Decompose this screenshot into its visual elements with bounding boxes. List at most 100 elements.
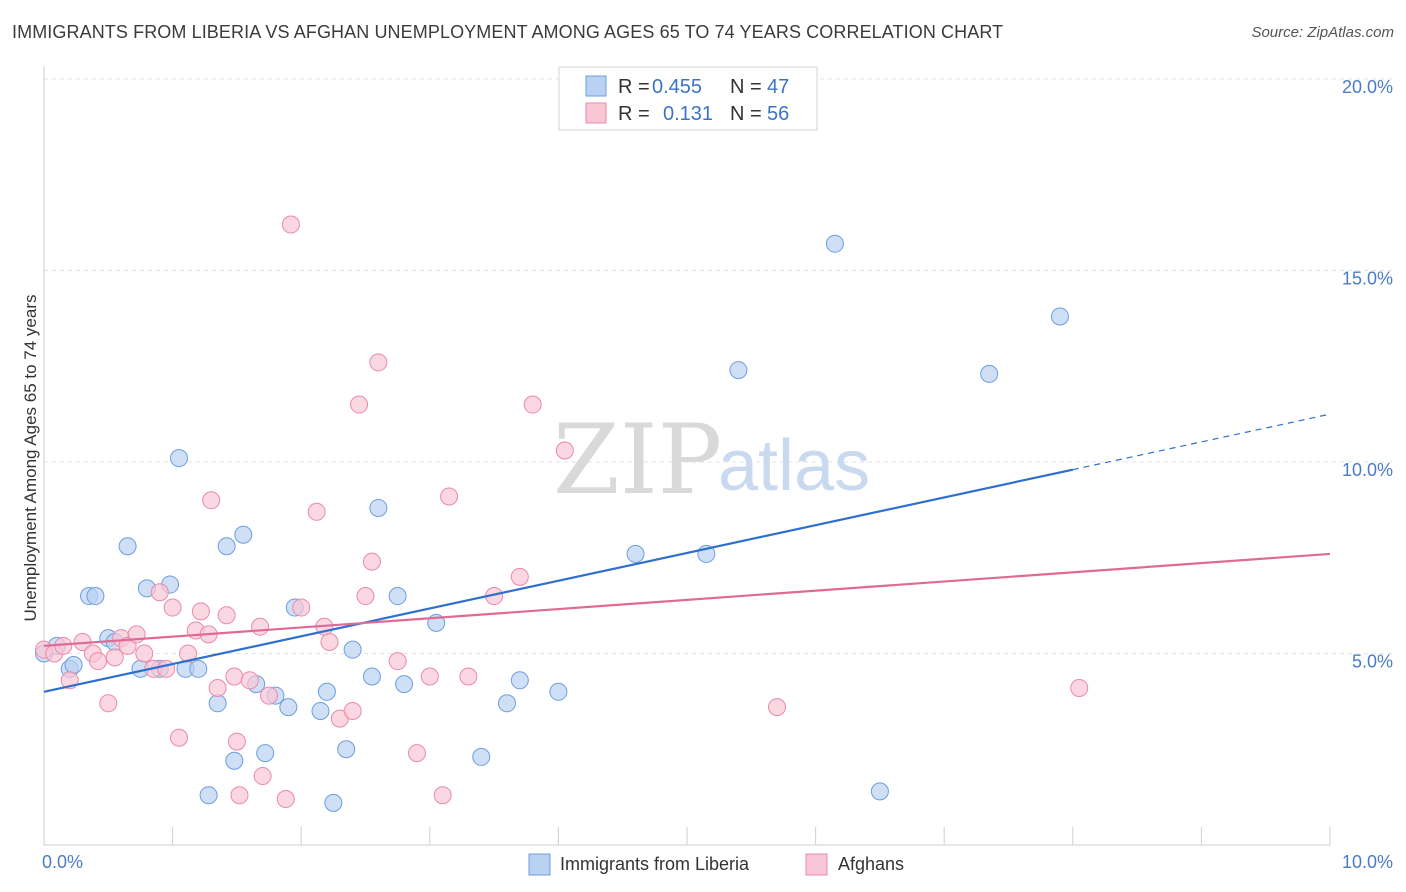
point-afghan-12 [135, 644, 154, 663]
point-afghan-47 [433, 786, 452, 805]
point-afghan-14 [150, 583, 169, 602]
point-afghan-40 [350, 395, 369, 414]
y-axis-label: Unemployment Among Ages 65 to 74 years [21, 295, 40, 622]
series-legend-label-liberia: Immigrants from Liberia [560, 854, 750, 874]
point-afghan-45 [407, 744, 426, 763]
point-liberia-29 [337, 740, 356, 759]
point-afghan-41 [356, 587, 375, 606]
point-liberia-13 [170, 449, 189, 468]
point-afghan-46 [420, 667, 439, 686]
point-afghan-31 [260, 686, 279, 705]
point-afghan-43 [369, 353, 388, 372]
point-liberia-5 [86, 587, 105, 606]
watermark-zip: ZIP [553, 404, 722, 516]
point-liberia-22 [256, 744, 275, 763]
point-liberia-30 [343, 640, 362, 659]
point-liberia-3 [64, 655, 83, 674]
point-afghan-51 [510, 567, 529, 586]
point-afghan-27 [230, 786, 249, 805]
legend: R = 0.455 N = 47 R = 0.131 N = 56 [558, 66, 818, 131]
point-liberia-43 [825, 234, 844, 253]
axes [43, 66, 1331, 846]
point-liberia-36 [472, 747, 491, 766]
point-liberia-15 [189, 659, 208, 678]
legend-n-value-liberia: 47 [767, 76, 789, 98]
point-afghan-30 [253, 767, 272, 786]
point-liberia-39 [549, 682, 568, 701]
legend-swatch-liberia [585, 75, 607, 97]
point-afghan-37 [320, 633, 339, 652]
watermark-atlas: atlas [718, 426, 870, 506]
point-liberia-45 [980, 364, 999, 383]
point-afghan-48 [440, 487, 459, 506]
legend-swatch-afghans [585, 102, 607, 124]
chart-title: IMMIGRANTS FROM LIBERIA VS AFGHAN UNEMPL… [12, 22, 1004, 42]
point-liberia-20 [234, 525, 253, 544]
y-tick-label-0: 5.0% [1352, 652, 1393, 672]
point-afghan-53 [555, 441, 574, 460]
point-liberia-26 [311, 701, 330, 720]
point-afghan-8 [105, 648, 124, 667]
point-afghan-6 [89, 652, 108, 671]
point-afghan-16 [163, 598, 182, 617]
point-liberia-17 [208, 694, 227, 713]
point-liberia-18 [217, 537, 236, 556]
point-liberia-32 [369, 498, 388, 517]
point-liberia-8 [118, 537, 137, 556]
point-afghan-18 [179, 644, 198, 663]
series-legend-label-afghans: Afghans [838, 854, 904, 874]
series-legend-swatch-afghans [805, 853, 828, 876]
legend-n-value-afghans: 56 [767, 103, 789, 125]
point-liberia-44 [870, 782, 889, 801]
point-afghan-28 [240, 671, 259, 690]
source-label: Source: ZipAtlas.com [1251, 24, 1394, 41]
point-liberia-34 [395, 675, 414, 694]
y-tick-label-3: 20.0% [1342, 77, 1393, 97]
point-afghan-7 [99, 694, 118, 713]
x-tick-label-0: 0.0% [42, 852, 83, 872]
point-afghan-15 [157, 659, 176, 678]
trend-extension-liberia [1072, 413, 1331, 471]
point-liberia-28 [324, 793, 343, 812]
point-afghan-42 [362, 552, 381, 571]
point-afghan-54 [768, 698, 787, 717]
legend-r-label-liberia: R = [618, 76, 650, 98]
series-legend: Immigrants from Liberia Afghans [528, 853, 904, 876]
x-tick-label-1: 10.0% [1342, 852, 1393, 872]
point-liberia-46 [1050, 307, 1069, 326]
point-liberia-31 [362, 667, 381, 686]
point-afghan-44 [388, 652, 407, 671]
point-afghan-24 [217, 606, 236, 625]
point-afghan-33 [281, 215, 300, 234]
trend-line-afghan [43, 552, 1331, 647]
point-afghan-17 [170, 728, 189, 747]
point-afghan-22 [202, 491, 221, 510]
legend-r-value-afghans: 0.131 [663, 103, 713, 125]
point-liberia-37 [497, 694, 516, 713]
point-afghan-52 [523, 395, 542, 414]
legend-r-value-liberia: 0.455 [652, 76, 702, 98]
y-tick-labels: 5.0% 10.0% 15.0% 20.0% [1342, 77, 1393, 672]
point-liberia-38 [510, 671, 529, 690]
point-afghan-29 [251, 617, 270, 636]
point-afghan-39 [343, 701, 362, 720]
legend-n-label-afghans: N = [730, 103, 762, 125]
trend-lines [43, 413, 1331, 693]
point-liberia-42 [729, 361, 748, 380]
point-liberia-27 [317, 682, 336, 701]
series-legend-swatch-liberia [528, 853, 551, 876]
trend-line-liberia [43, 468, 1074, 693]
y-tick-label-2: 15.0% [1342, 269, 1393, 289]
point-afghan-25 [225, 667, 244, 686]
y-tick-label-1: 10.0% [1342, 460, 1393, 480]
point-afghan-35 [307, 502, 326, 521]
point-afghan-23 [208, 678, 227, 697]
gridlines [44, 78, 1393, 654]
point-liberia-40 [626, 544, 645, 563]
point-liberia-33 [388, 587, 407, 606]
point-afghan-49 [459, 667, 478, 686]
point-liberia-19 [225, 751, 244, 770]
legend-n-label-liberia: N = [730, 76, 762, 98]
point-afghan-34 [292, 598, 311, 617]
point-liberia-16 [199, 786, 218, 805]
